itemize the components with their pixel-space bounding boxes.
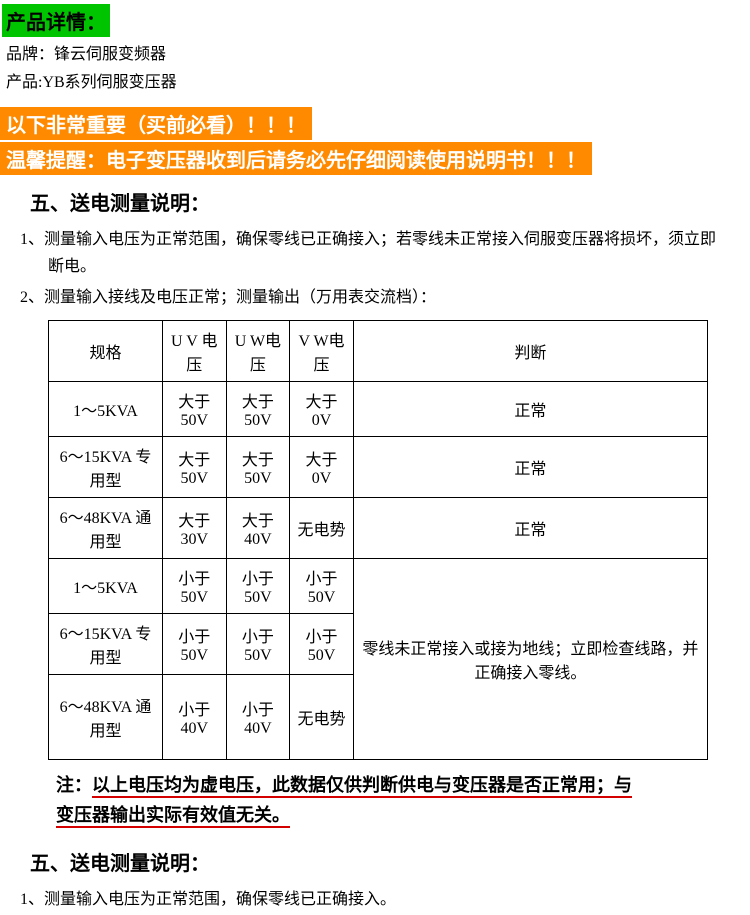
table-note: 注：以上电压均为虚电压，此数据仅供判断供电与变压器是否正常用；与 变压器输出实际… (0, 766, 750, 835)
important-warning-2: 温馨提醒：电子变压器收到后请务必先仔细阅读使用说明书！！！ (0, 142, 592, 175)
col-spec: 规格 (49, 320, 163, 381)
table-header-row: 规格 U V 电压 U W电压 V W电压 判断 (49, 320, 708, 381)
note-underline-1: 以上电压均为虚电压，此数据仅供判断供电与变压器是否正常用；与 (92, 775, 632, 798)
product-line: 产品:YB系列伺服变压器 (0, 69, 750, 97)
note-prefix: 注： (56, 775, 92, 795)
note-underline-2: 变压器输出实际有效值无关。 (56, 805, 290, 828)
col-uv: U V 电压 (162, 320, 226, 381)
section-5-title: 五、送电测量说明： (0, 175, 750, 224)
important-warning-1: 以下非常重要（买前必看）！！！ (0, 107, 312, 140)
table-row: 6～48KVA 通用型 大于 30V 大于 40V 无电势 正常 (49, 497, 708, 558)
col-vw: V W电压 (290, 320, 354, 381)
section-5-item-1: 1、测量输入电压为正常范围，确保零线已正确接入；若零线未正常接入伺服变压器将损坏… (0, 224, 750, 282)
col-judge: 判断 (353, 320, 707, 381)
brand-line: 品牌：锋云伺服变频器 (0, 41, 750, 69)
section-5b-title: 五、送电测量说明： (0, 835, 750, 884)
section-5b-item-1: 1、测量输入电压为正常范围，确保零线已正确接入。 (0, 884, 750, 915)
section-5-item-2: 2、测量输入接线及电压正常；测量输出（万用表交流档）： (0, 282, 750, 313)
table-row: 6～15KVA 专用型 大于 50V 大于 50V 大于 0V 正常 (49, 436, 708, 497)
voltage-table: 规格 U V 电压 U W电压 V W电压 判断 1～5KVA 大于 50V 大… (48, 320, 708, 760)
table-row: 1～5KVA 小于 50V 小于 50V 小于 50V 零线未正常接入或接为地线… (49, 558, 708, 613)
col-uw: U W电压 (226, 320, 290, 381)
table-row: 1～5KVA 大于 50V 大于 50V 大于 0V 正常 (49, 381, 708, 436)
merged-judgment-cell: 零线未正常接入或接为地线；立即检查线路，并正确接入零线。 (353, 558, 707, 759)
product-details-header: 产品详情： (2, 4, 110, 37)
